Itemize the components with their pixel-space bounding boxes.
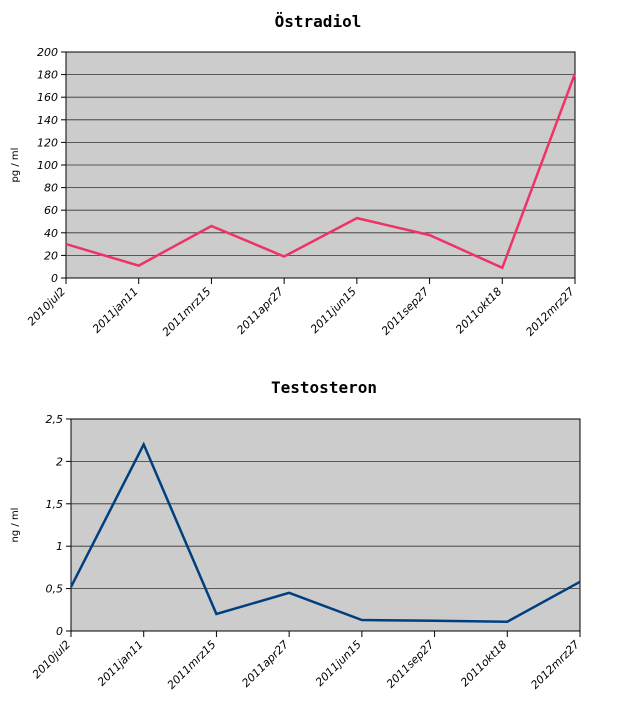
x-tick-label: 2011okt18 [458, 638, 509, 689]
x-tick-label: 2011jan11 [90, 285, 141, 336]
series-line [69, 441, 581, 623]
y-tick-label: 1 [56, 540, 63, 553]
y-tick-label: 40 [44, 227, 58, 240]
y-tick-label: 2,5 [46, 413, 64, 426]
x-tick-label: 2011jan11 [95, 638, 146, 689]
x-tick-label: 2011sep27 [384, 638, 437, 691]
y-axis-label: pg / ml [10, 148, 21, 183]
y-tick-label: 100 [37, 159, 58, 172]
y-tick-label: 180 [37, 69, 58, 82]
y-tick-label: 1,5 [46, 498, 64, 511]
x-tick-label: 2012mrz27 [528, 638, 582, 692]
x-tick-label: 2012mrz27 [523, 285, 577, 339]
chart-title: Testosteron [271, 378, 377, 397]
x-tick-label: 2010jul2 [25, 285, 68, 328]
x-tick-label: 2011mrz15 [165, 638, 219, 692]
x-tick-label: 2011mrz15 [160, 285, 214, 339]
series-line [65, 73, 577, 270]
y-tick-label: 80 [44, 182, 58, 195]
chart-title: Östradiol [275, 12, 362, 31]
y-tick-label: 20 [44, 249, 58, 262]
y-tick-label: 120 [37, 136, 58, 149]
y-tick-label: 0 [56, 625, 63, 638]
y-axis-label: ng / ml [10, 508, 21, 543]
y-tick-label: 2 [56, 455, 63, 468]
x-tick-label: 2010jul2 [30, 638, 73, 681]
y-tick-label: 0,5 [46, 583, 64, 596]
y-tick-label: 0 [51, 272, 58, 285]
y-tick-label: 200 [37, 46, 58, 59]
x-tick-label: 2011jun15 [313, 638, 364, 689]
y-tick-label: 160 [37, 91, 58, 104]
x-tick-label: 2011apr27 [239, 638, 291, 690]
x-tick-label: 2011okt18 [453, 285, 504, 336]
y-tick-label: 140 [37, 114, 58, 127]
x-tick-label: 2011apr27 [234, 285, 286, 337]
testosterone-chart: Testosteron 0 0,5 1 1,5 2 2,5 ng / ml 2010jul2 20… [10, 378, 582, 692]
x-tick-label: 2011jun15 [308, 285, 359, 336]
y-tick-label: 60 [44, 204, 58, 217]
estradiol-chart: Östradiol 0 20 40 60 80 100 120 140 160 180 200 pg /… [10, 12, 577, 339]
plot-area [70, 418, 581, 632]
x-tick-label: 2011sep27 [379, 285, 432, 338]
